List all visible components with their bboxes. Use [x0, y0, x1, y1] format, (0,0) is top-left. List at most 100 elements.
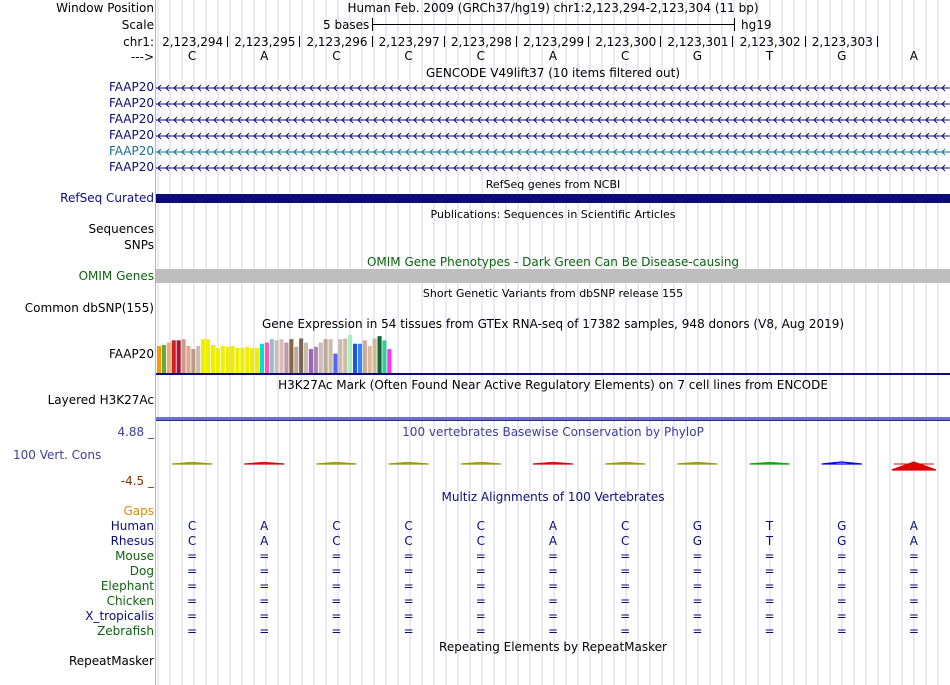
repeatmasker-label[interactable]: RepeatMasker [68, 654, 154, 668]
dbsnp-track-title[interactable]: Short Genetic Variants from dbSNP releas… [422, 287, 684, 300]
gencode-gene-label[interactable]: FAAP20 [108, 144, 154, 158]
strand-arrow [781, 164, 786, 172]
strand-arrow [789, 116, 794, 124]
gencode-gene-label[interactable]: FAAP20 [108, 80, 154, 94]
gtex-gene-label[interactable]: FAAP20 [108, 347, 154, 361]
alignment-base: = [187, 579, 198, 593]
gencode-gene-label[interactable]: FAAP20 [108, 160, 154, 174]
strand-arrow [597, 116, 602, 124]
phylop-chart[interactable] [156, 440, 950, 490]
strand-arrow [701, 100, 706, 108]
strand-arrow [749, 100, 754, 108]
gtex-track-title[interactable]: Gene Expression in 54 tissues from GTEx … [261, 317, 845, 331]
gencode-transcript[interactable] [156, 82, 950, 94]
strand-arrow [189, 100, 194, 108]
strand-arrow [349, 132, 354, 140]
gtex-tissue-bar [196, 346, 201, 373]
alignment-base: = [403, 624, 414, 638]
alignment-base: = [547, 609, 559, 623]
omim-gene-bar[interactable] [156, 269, 950, 283]
strand-arrow [885, 84, 890, 92]
strand-arrow [245, 132, 250, 140]
multiz-track-title[interactable]: Multiz Alignments of 100 Vertebrates [441, 490, 665, 504]
strand-arrow [773, 116, 778, 124]
alignment-base: = [331, 564, 342, 578]
coordinate-label: 2,123,301 [667, 35, 729, 49]
strand-arrow [629, 132, 634, 140]
omim-track-title[interactable]: OMIM Gene Phenotypes - Dark Green Can Be… [366, 255, 740, 269]
gencode-track-title[interactable]: GENCODE V49lift37 (10 items filtered out… [425, 66, 680, 80]
strand-arrow [277, 164, 282, 172]
strand-arrow [189, 84, 194, 92]
strand-arrow [221, 132, 226, 140]
strand-arrow [773, 132, 778, 140]
strand-arrow [293, 100, 298, 108]
common-dbsnp-label[interactable]: Common dbSNP(155) [24, 301, 154, 315]
strand-arrow [261, 132, 266, 140]
strand-arrow [941, 100, 946, 108]
gencode-transcript[interactable] [156, 130, 950, 142]
gtex-expression-chart[interactable] [156, 333, 950, 375]
species-label[interactable]: Chicken [106, 594, 154, 608]
gencode-gene-label[interactable]: FAAP20 [108, 96, 154, 110]
refseq-curated-label[interactable]: RefSeq Curated [60, 191, 154, 205]
species-label[interactable]: Zebrafish [97, 624, 154, 638]
strand-arrow [789, 132, 794, 140]
species-label[interactable]: Human [110, 519, 154, 533]
gaps-label: Gaps [123, 504, 154, 518]
gencode-transcript[interactable] [156, 162, 950, 174]
gencode-transcript[interactable] [156, 98, 950, 110]
strand-arrow [509, 148, 514, 156]
strand-arrow [589, 116, 594, 124]
gencode-gene-label[interactable]: FAAP20 [108, 112, 154, 126]
refseq-gene-bar[interactable] [156, 194, 950, 203]
strand-arrow [445, 100, 450, 108]
strand-arrow [509, 132, 514, 140]
strand-arrow [373, 100, 378, 108]
strand-arrow [277, 84, 282, 92]
strand-arrow [157, 116, 162, 124]
strand-arrow [389, 116, 394, 124]
gencode-transcript[interactable] [156, 146, 950, 158]
strand-arrow [205, 148, 210, 156]
strand-arrow [845, 84, 850, 92]
alignment-base: = [764, 594, 775, 608]
strand-arrow [349, 100, 354, 108]
gencode-gene-label[interactable]: FAAP20 [108, 128, 154, 142]
strand-arrow [485, 84, 490, 92]
strand-arrow [541, 100, 546, 108]
layered-h3k27ac-label[interactable]: Layered H3K27Ac [47, 393, 154, 407]
strand-arrow [469, 116, 474, 124]
phylop-track-title[interactable]: 100 vertebrates Basewise Conservation by… [402, 425, 704, 439]
h3k27ac-track-title[interactable]: H3K27Ac Mark (Often Found Near Active Re… [278, 378, 828, 392]
sequences-label[interactable]: Sequences [88, 222, 154, 236]
species-label[interactable]: Mouse [115, 549, 154, 563]
position-text[interactable]: Human Feb. 2009 (GRCh37/hg19) chr1:2,123… [347, 1, 759, 15]
strand-arrow [725, 100, 730, 108]
alignment-base: = [331, 609, 342, 623]
publications-track-title[interactable]: Publications: Sequences in Scientific Ar… [430, 208, 676, 221]
repeatmasker-track-title[interactable]: Repeating Elements by RepeatMasker [439, 640, 667, 654]
species-label[interactable]: Dog [129, 564, 154, 578]
strand-arrow [301, 164, 306, 172]
vert-cons-label[interactable]: 100 Vert. Cons [13, 448, 102, 462]
species-label[interactable]: Rhesus [110, 534, 154, 548]
refseq-track-title[interactable]: RefSeq genes from NCBI [485, 178, 621, 191]
strand-arrow [413, 84, 418, 92]
strand-arrow [501, 164, 506, 172]
strand-arrow [773, 164, 778, 172]
reference-base: C [332, 49, 341, 63]
gtex-tissue-bar [357, 343, 362, 373]
species-label[interactable]: X_tropicalis [85, 609, 154, 623]
strand-arrow [541, 132, 546, 140]
snps-label[interactable]: SNPs [124, 238, 154, 252]
species-label[interactable]: Elephant [100, 579, 154, 593]
label-column-border [155, 0, 156, 685]
strand-arrow [493, 132, 498, 140]
strand-arrow [157, 132, 162, 140]
strand-arrow [485, 132, 490, 140]
strand-arrow [277, 116, 282, 124]
omim-genes-label[interactable]: OMIM Genes [78, 269, 154, 283]
h3k27ac-signal[interactable] [156, 417, 950, 420]
gencode-transcript[interactable] [156, 114, 950, 126]
